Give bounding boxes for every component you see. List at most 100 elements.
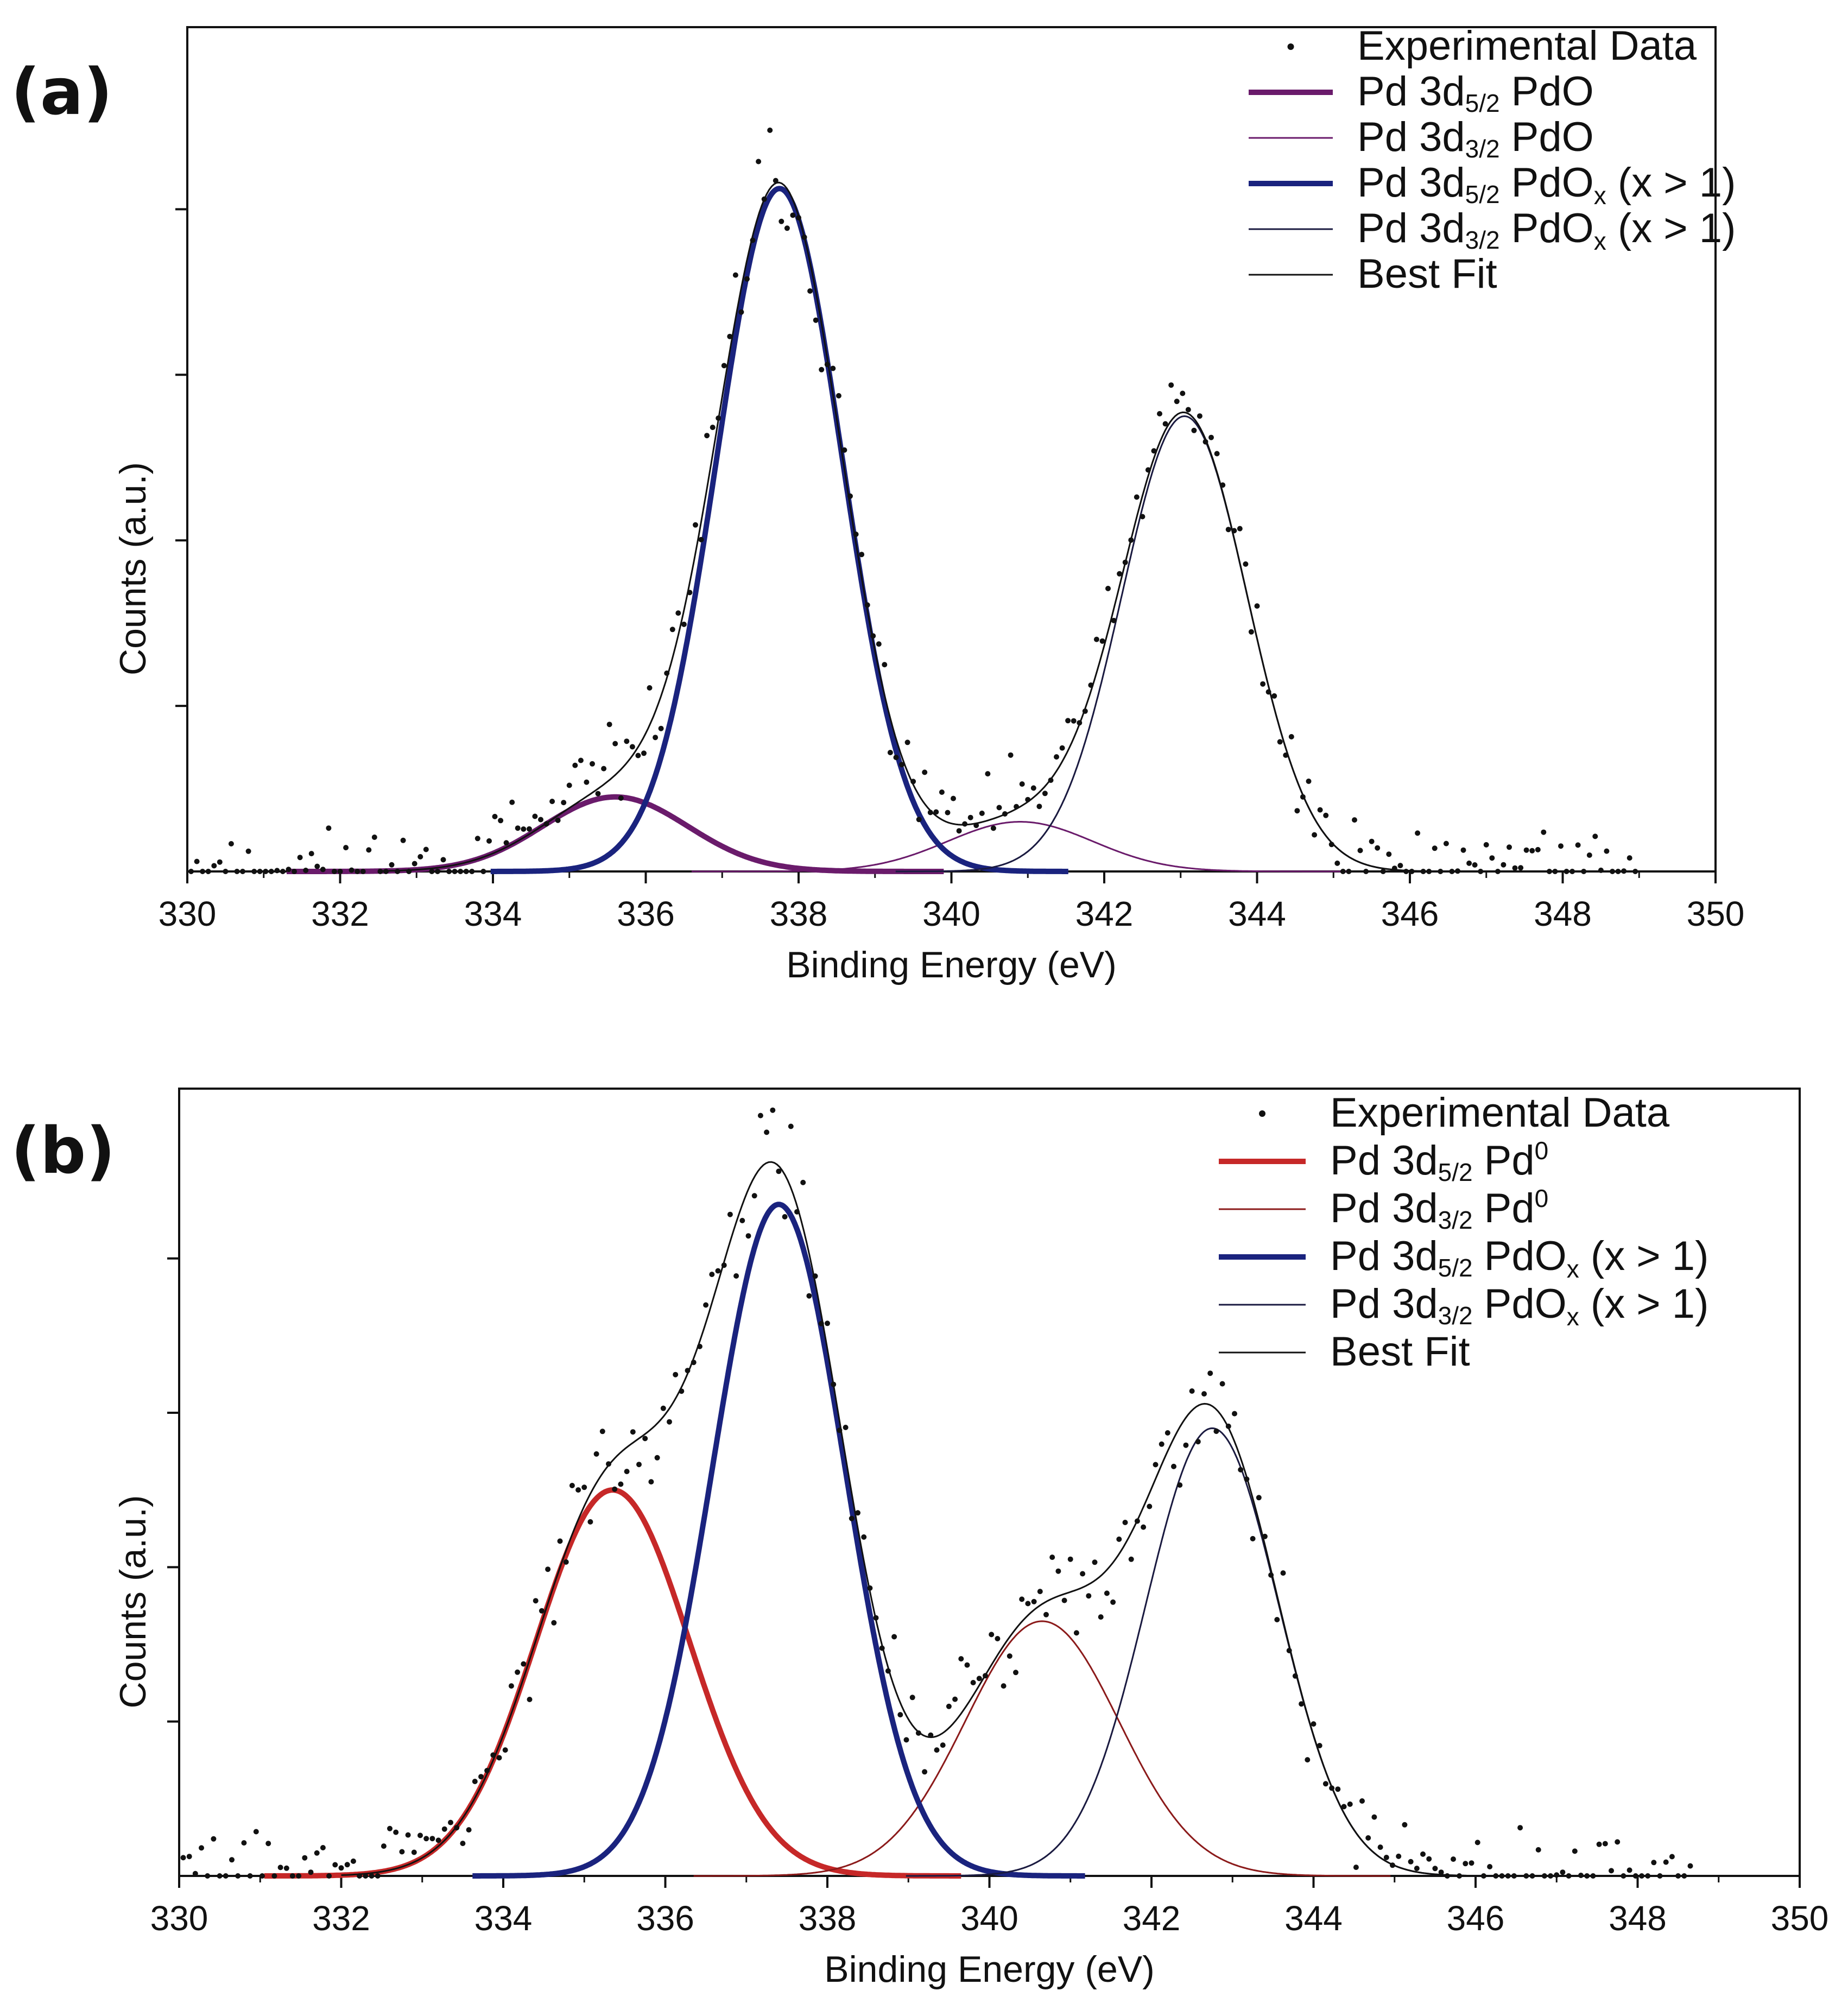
experimental-point (710, 425, 716, 431)
experimental-point (819, 366, 825, 372)
experimental-point (654, 1455, 660, 1461)
legend-entry: Pd 3d3/2 PdO (1357, 114, 1594, 163)
experimental-point (1191, 427, 1197, 433)
experimental-point (1409, 869, 1415, 874)
component-curve (471, 1202, 1087, 1879)
experimental-point (861, 1534, 867, 1540)
experimental-point (1292, 1673, 1298, 1679)
experimental-point (400, 837, 406, 843)
experimental-point (1554, 1872, 1560, 1878)
experimental-point (847, 493, 853, 499)
experimental-point (268, 869, 274, 874)
experimental-point (1305, 1757, 1311, 1763)
experimental-point (1371, 1814, 1377, 1820)
x-tick-label: 336 (617, 894, 675, 933)
experimental-point (1168, 382, 1174, 388)
experimental-point (675, 610, 681, 616)
experimental-point (1363, 869, 1369, 874)
experimental-point (578, 757, 584, 763)
experimental-point (1294, 808, 1300, 814)
experimental-point (1420, 869, 1426, 874)
experimental-point (1604, 848, 1610, 854)
experimental-point (976, 1676, 982, 1682)
experimental-point (1495, 869, 1501, 874)
experimental-point (186, 1854, 192, 1860)
experimental-point (794, 1209, 800, 1215)
experimental-point (818, 1320, 824, 1326)
experimental-point (1174, 399, 1180, 405)
experimental-point (297, 855, 303, 861)
x-tick-label: 348 (1534, 894, 1592, 933)
experimental-point (951, 795, 956, 801)
experimental-point (245, 848, 251, 854)
experimental-point (1265, 689, 1271, 695)
experimental-point (1438, 869, 1444, 874)
experimental-point (1443, 840, 1449, 846)
experimental-point (1274, 1617, 1280, 1622)
experimental-point (452, 869, 458, 874)
experimental-point (806, 1293, 812, 1299)
experimental-point (350, 1858, 356, 1864)
experimental-point (521, 1661, 527, 1667)
experimental-point (618, 795, 624, 801)
experimental-point (721, 363, 727, 369)
experimental-point (979, 810, 985, 816)
experimental-point (1203, 439, 1208, 445)
experimental-point (1220, 482, 1226, 488)
experimental-point (1288, 734, 1294, 740)
x-tick-label: 350 (1771, 1899, 1829, 1938)
experimental-point (1353, 1865, 1359, 1870)
experimental-point (217, 1873, 223, 1879)
experimental-point (1592, 833, 1598, 839)
experimental-point (629, 744, 635, 750)
experimental-point (1469, 1860, 1474, 1866)
experimental-point (1523, 1873, 1529, 1879)
experimental-point (314, 1850, 320, 1856)
experimental-point (1134, 494, 1140, 500)
experimental-point (1639, 1873, 1644, 1879)
experimental-point (1505, 1873, 1511, 1879)
experimental-point (1306, 778, 1312, 784)
experimental-point (721, 1262, 727, 1268)
experimental-point (1396, 1853, 1402, 1859)
experimental-point (395, 869, 401, 874)
x-tick-label: 340 (960, 1899, 1018, 1938)
experimental-point (584, 779, 590, 785)
experimental-point (606, 1461, 611, 1467)
experimental-point (1043, 1611, 1049, 1617)
experimental-point (727, 333, 733, 339)
experimental-point (502, 1747, 508, 1753)
experimental-point (1299, 1701, 1305, 1707)
experimental-point (732, 272, 738, 278)
experimental-point (503, 840, 509, 846)
legend-entry: Pd 3d5/2 Pd0 (1330, 1136, 1548, 1186)
experimental-point (716, 415, 722, 421)
experimental-point (757, 1113, 763, 1118)
experimental-point (939, 789, 945, 795)
experimental-point (412, 861, 417, 867)
experimental-point (1165, 1430, 1170, 1436)
experimental-point (1080, 1571, 1086, 1577)
x-tick-label: 330 (150, 1899, 208, 1938)
experimental-point (990, 825, 996, 831)
experimental-point (1341, 1804, 1347, 1810)
experimental-point (681, 621, 687, 627)
experimental-point (773, 178, 779, 184)
legend-entry: Best Fit (1357, 251, 1497, 297)
experimental-point (423, 1836, 429, 1842)
experimental-point (1162, 421, 1168, 427)
experimental-point (962, 821, 968, 827)
experimental-point (1093, 636, 1099, 642)
experimental-point (800, 1179, 806, 1185)
experimental-point (435, 869, 440, 874)
experimental-point (945, 810, 951, 816)
experimental-point (635, 753, 641, 759)
x-tick-label: 332 (312, 1899, 370, 1938)
experimental-point (996, 805, 1002, 811)
experimental-point (1627, 1867, 1632, 1873)
experimental-point (1231, 528, 1237, 534)
experimental-point (636, 1462, 642, 1468)
experimental-point (289, 1873, 295, 1879)
experimental-point (357, 1873, 363, 1879)
experimental-point (867, 1585, 873, 1591)
